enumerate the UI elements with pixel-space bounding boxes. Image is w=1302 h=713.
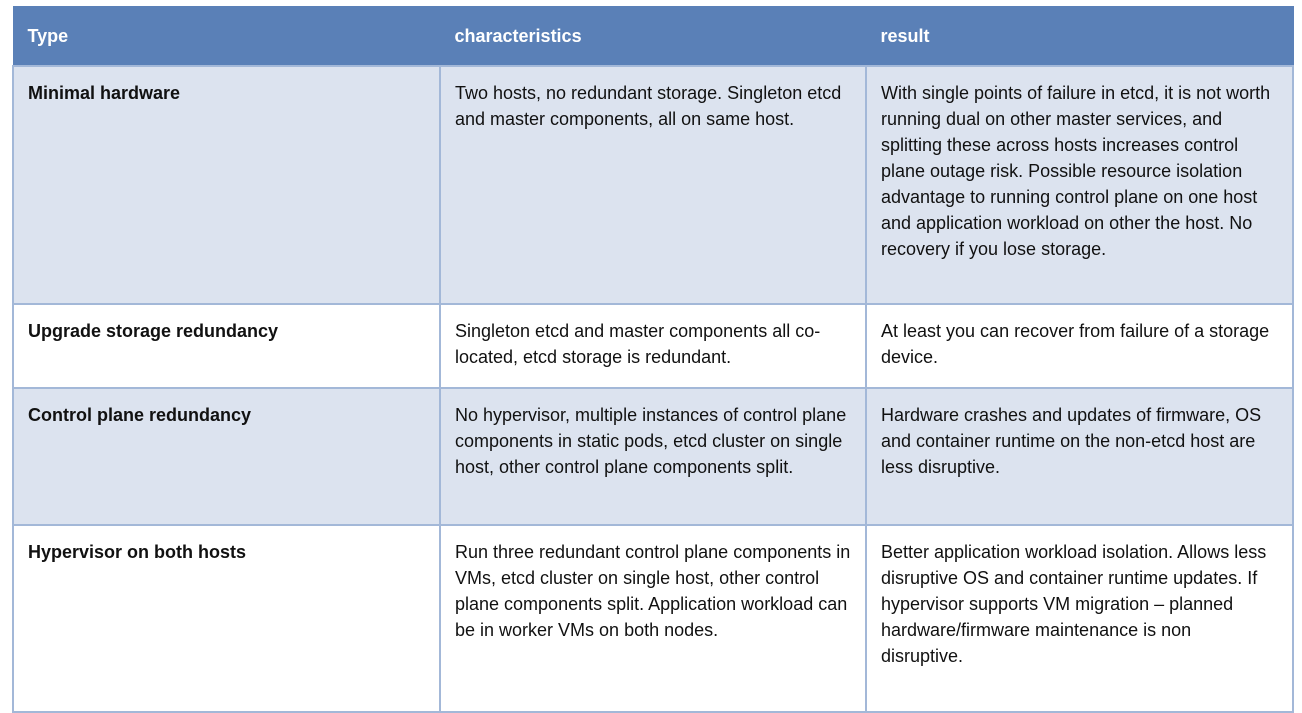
table-row: Upgrade storage redundancy Singleton etc… <box>12 303 1294 389</box>
characteristics-cell: No hypervisor, multiple instances of con… <box>439 387 867 526</box>
table-row: Hypervisor on both hosts Run three redun… <box>12 524 1294 713</box>
characteristics-cell: Two hosts, no redundant storage. Singlet… <box>439 65 867 305</box>
header-type: Type <box>12 6 441 67</box>
result-cell: Hardware crashes and updates of firmware… <box>865 387 1294 526</box>
result-cell: Better application workload isolation. A… <box>865 524 1294 713</box>
type-cell: Upgrade storage redundancy <box>12 303 441 389</box>
header-result: result <box>865 6 1294 67</box>
characteristics-cell: Run three redundant control plane compon… <box>439 524 867 713</box>
result-cell: At least you can recover from failure of… <box>865 303 1294 389</box>
type-cell: Hypervisor on both hosts <box>12 524 441 713</box>
header-characteristics: characteristics <box>439 6 867 67</box>
header-row: Type characteristics result <box>12 6 1294 67</box>
comparison-table: Type characteristics result Minimal hard… <box>12 6 1294 713</box>
table-row: Control plane redundancy No hypervisor, … <box>12 387 1294 526</box>
result-cell: With single points of failure in etcd, i… <box>865 65 1294 305</box>
characteristics-cell: Singleton etcd and master components all… <box>439 303 867 389</box>
type-cell: Minimal hardware <box>12 65 441 305</box>
table-row: Minimal hardware Two hosts, no redundant… <box>12 65 1294 305</box>
type-cell: Control plane redundancy <box>12 387 441 526</box>
